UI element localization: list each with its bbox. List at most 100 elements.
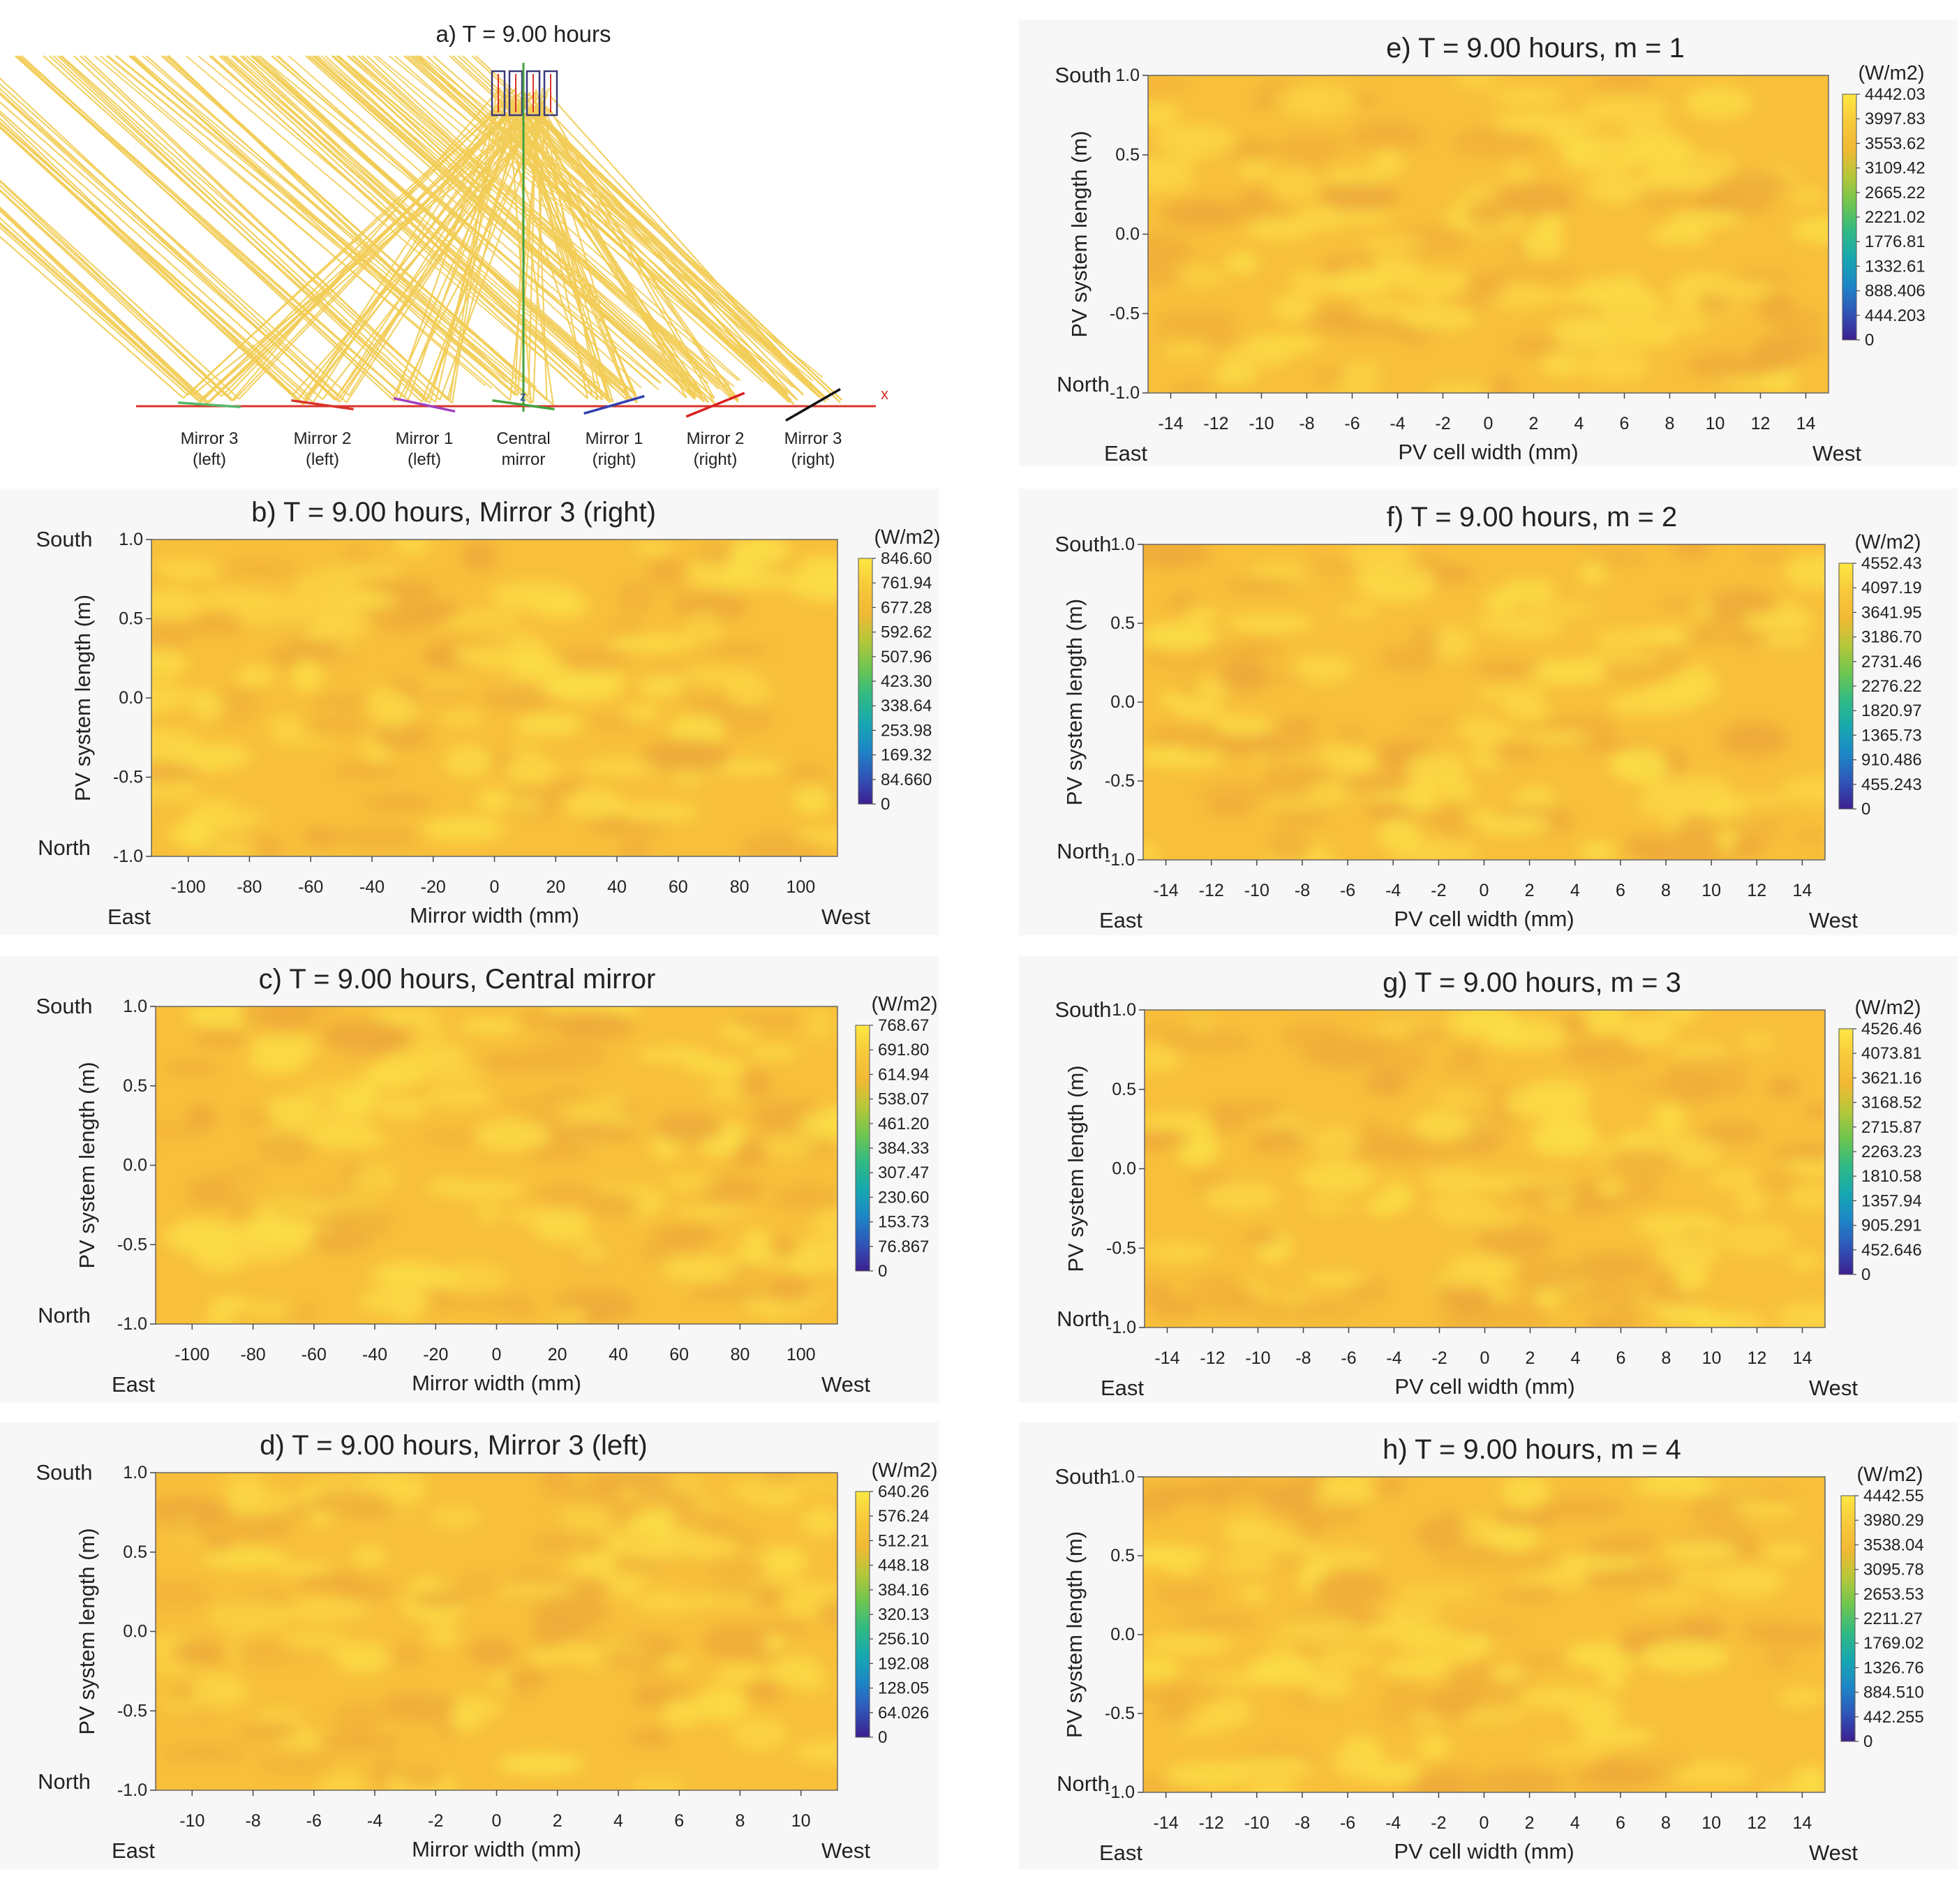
incoming-ray — [252, 55, 622, 387]
heatmap-cell — [1489, 88, 1567, 104]
heatmap-cell — [410, 1590, 471, 1608]
x-right-label: West — [821, 905, 870, 929]
heatmap-cell — [1302, 1036, 1386, 1069]
heatmap-cell — [1176, 721, 1221, 754]
y-tick-label: 0.5 — [123, 1076, 147, 1096]
colorbar-tick-label: 507.96 — [881, 648, 932, 667]
heatmap-cell — [1219, 347, 1293, 368]
heatmap-cell — [663, 1173, 717, 1192]
colorbar-tick-label: 448.18 — [878, 1556, 929, 1575]
heatmap-cell — [560, 1503, 616, 1533]
incoming-ray — [432, 55, 820, 399]
colorbar-tick-label: 0 — [1865, 331, 1874, 350]
incoming-ray — [225, 55, 616, 389]
mirror-5 — [685, 392, 745, 418]
heatmap-cell — [1532, 1287, 1563, 1310]
heatmap-cell — [1302, 554, 1356, 579]
heatmap-cell — [1226, 1755, 1315, 1780]
heatmap-cell — [1427, 380, 1492, 393]
heatmap-cell — [1246, 1780, 1299, 1792]
heatmap-cell — [371, 1009, 441, 1023]
y-axis-title: PV system length (m) — [1062, 599, 1087, 805]
heatmap-cell — [1394, 329, 1438, 342]
heatmap-cell — [1501, 161, 1536, 186]
heatmap-cell — [332, 1702, 383, 1735]
incoming-ray — [0, 112, 304, 406]
heatmap-cell — [1264, 757, 1297, 787]
heatmap-cell — [1278, 133, 1336, 166]
heatmap-cell — [1609, 1532, 1658, 1552]
x-tick-label: 0 — [492, 1811, 502, 1831]
heatmap-cell — [1644, 1477, 1706, 1495]
panel-title: g) T = 9.00 hours, m = 3 — [1383, 967, 1681, 998]
heatmap-cell — [1649, 1293, 1708, 1305]
heatmap-cell — [1245, 217, 1316, 241]
heatmap-cell — [1560, 1015, 1590, 1036]
x-right-label: West — [1809, 1840, 1858, 1865]
colorbar-tick-label: 4526.46 — [1861, 1020, 1922, 1039]
heatmap-cell — [539, 1487, 625, 1501]
heatmap-cell — [1203, 643, 1286, 660]
heatmap-texture-blur — [156, 1006, 837, 1324]
heatmap-cell — [1674, 1617, 1727, 1640]
heatmap-cell — [151, 558, 223, 571]
heatmap-cell — [642, 1590, 690, 1614]
heatmap-cell — [1319, 260, 1350, 274]
y-axis-title: PV system length (m) — [1064, 1065, 1088, 1272]
heatmap-texture — [156, 1473, 837, 1790]
heatmap-cell — [291, 658, 323, 692]
heatmap-cell — [672, 589, 749, 623]
colorbar-tick-label: 910.486 — [1861, 751, 1922, 770]
colorbar-tick-label: 0 — [878, 1728, 887, 1747]
y-tick-label: 1.0 — [123, 997, 147, 1016]
heatmap-cell — [508, 656, 568, 676]
reflected-ray — [232, 91, 532, 401]
heatmap-cell — [1760, 1782, 1804, 1792]
heatmap-cell — [438, 1261, 509, 1296]
heatmap-cell — [1305, 1674, 1355, 1702]
panel-title: f) T = 9.00 hours, m = 2 — [1387, 502, 1678, 533]
heatmap-cell — [1446, 1622, 1529, 1636]
heatmap-cell — [1761, 378, 1796, 393]
heatmap-cell — [703, 1516, 734, 1541]
x-tick-label: -10 — [1244, 881, 1269, 900]
y-tick-label: -0.5 — [117, 1235, 147, 1254]
heatmap-cell — [1592, 75, 1655, 95]
colorbar-tick-label: 4552.43 — [1861, 554, 1922, 573]
heatmap-cell — [308, 1488, 392, 1516]
heatmap-cell — [1148, 267, 1184, 286]
heatmap-cell — [190, 1673, 248, 1709]
colorbar-tick-label: 677.28 — [881, 598, 932, 617]
heatmap-cell — [237, 1219, 317, 1242]
heatmap-cell — [256, 1749, 338, 1776]
x-tick-label: -4 — [1386, 1348, 1401, 1368]
incoming-ray — [0, 223, 201, 403]
heatmap-cell — [457, 1572, 502, 1596]
heatmap-cell — [1651, 1102, 1687, 1136]
heatmap-cell — [1491, 182, 1575, 218]
y-tick-label: -1.0 — [1105, 850, 1135, 870]
heatmap-cell — [1143, 1547, 1173, 1563]
heatmap-cell — [1582, 1010, 1627, 1035]
colorbar-tick-label: 444.203 — [1865, 306, 1926, 325]
heatmap-cell — [1580, 351, 1651, 383]
incoming-ray — [0, 209, 202, 401]
heatmap-cell — [1310, 1124, 1361, 1160]
heatmap-cell — [233, 595, 319, 630]
heatmap-cell — [663, 1534, 743, 1559]
heatmap-cell — [1334, 373, 1382, 393]
heatmap-cell — [1760, 269, 1792, 282]
x-tick-label: -8 — [1299, 414, 1314, 433]
heatmap-cell — [1655, 1300, 1712, 1325]
x-tick-label: -8 — [1295, 1813, 1310, 1833]
heatmap-cell — [247, 1196, 337, 1217]
heatmap-cell — [1143, 845, 1161, 860]
heatmap-cell — [1485, 375, 1517, 393]
heatmap-cell — [1794, 827, 1825, 846]
heatmap-cell — [1777, 1688, 1825, 1708]
incoming-ray — [308, 55, 693, 395]
heatmap-cell — [1472, 613, 1543, 635]
heatmap-cell — [415, 601, 462, 618]
incoming-ray — [145, 55, 530, 396]
heatmap-cell — [552, 647, 630, 671]
